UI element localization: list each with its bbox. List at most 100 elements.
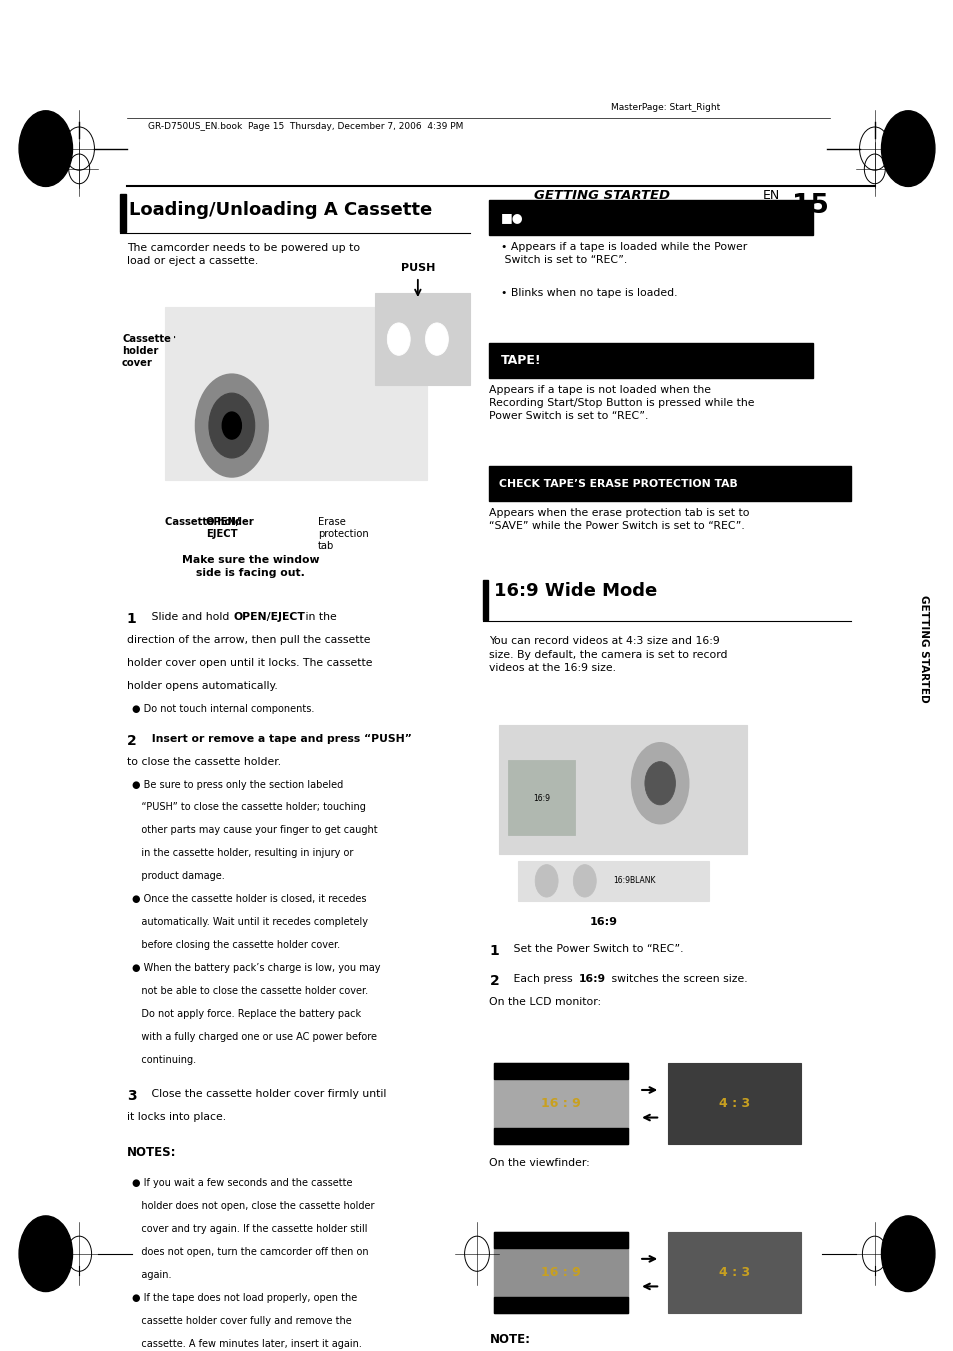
Text: in the: in the xyxy=(302,612,336,621)
Circle shape xyxy=(195,374,268,477)
Text: On the viewfinder:: On the viewfinder: xyxy=(489,1158,590,1167)
Text: Each press: Each press xyxy=(510,974,576,984)
Text: 4 : 3: 4 : 3 xyxy=(719,1097,749,1111)
Bar xyxy=(667,1232,801,1313)
Text: Cassette
holder
cover: Cassette holder cover xyxy=(122,334,171,369)
Text: in the cassette holder, resulting in injury or: in the cassette holder, resulting in inj… xyxy=(132,848,353,858)
Circle shape xyxy=(387,323,410,355)
Text: Insert or remove a tape and press “PUSH”: Insert or remove a tape and press “PUSH” xyxy=(148,734,412,743)
Text: ● If you wait a few seconds and the cassette: ● If you wait a few seconds and the cass… xyxy=(132,1178,352,1189)
Text: ● Be sure to press only the section labeled: ● Be sure to press only the section labe… xyxy=(132,780,342,789)
Text: direction of the arrow, then pull the cassette: direction of the arrow, then pull the ca… xyxy=(127,635,370,644)
Text: to close the cassette holder.: to close the cassette holder. xyxy=(127,757,281,766)
Bar xyxy=(120,195,126,232)
Text: ● Do not touch internal components.: ● Do not touch internal components. xyxy=(132,704,314,713)
Text: NOTES:: NOTES: xyxy=(127,1146,176,1159)
Text: MasterPage: Start_Right: MasterPage: Start_Right xyxy=(610,103,720,112)
Text: • Appears if a tape is loaded while the Power
 Switch is set to “REC”.: • Appears if a tape is loaded while the … xyxy=(500,242,746,265)
Text: 2: 2 xyxy=(127,734,136,747)
Text: Appears when the erase protection tab is set to
“SAVE” while the Power Switch is: Appears when the erase protection tab is… xyxy=(489,508,749,531)
Text: The camcorder needs to be powered up to
load or eject a cassette.: The camcorder needs to be powered up to … xyxy=(127,243,359,266)
Text: cover and try again. If the cassette holder still: cover and try again. If the cassette hol… xyxy=(132,1224,367,1235)
Circle shape xyxy=(881,111,934,186)
Text: other parts may cause your finger to get caught: other parts may cause your finger to get… xyxy=(132,825,376,835)
Bar xyxy=(482,580,488,620)
Bar xyxy=(913,486,940,811)
Bar xyxy=(494,1063,627,1144)
Text: • Blinks when no tape is loaded.: • Blinks when no tape is loaded. xyxy=(500,288,677,297)
Text: 2: 2 xyxy=(489,974,498,988)
Text: 16:9 Wide Mode: 16:9 Wide Mode xyxy=(494,582,657,600)
Bar xyxy=(517,861,708,901)
Text: 4 : 3: 4 : 3 xyxy=(719,1266,749,1279)
Bar xyxy=(494,1297,627,1313)
Text: NOTE:: NOTE: xyxy=(489,1333,530,1347)
Text: automatically. Wait until it recedes completely: automatically. Wait until it recedes com… xyxy=(132,917,367,927)
Bar xyxy=(494,1232,627,1313)
Text: On the LCD monitor:: On the LCD monitor: xyxy=(489,997,601,1006)
Text: Make sure the window
side is facing out.: Make sure the window side is facing out. xyxy=(182,555,319,578)
Text: Close the cassette holder cover firmly until: Close the cassette holder cover firmly u… xyxy=(148,1089,386,1098)
Bar xyxy=(498,725,746,854)
Text: does not open, turn the camcorder off then on: does not open, turn the camcorder off th… xyxy=(132,1247,368,1258)
Text: 16:9: 16:9 xyxy=(578,974,605,984)
Text: Do not apply force. Replace the battery pack: Do not apply force. Replace the battery … xyxy=(132,1009,360,1019)
Circle shape xyxy=(222,412,241,439)
Text: switches the screen size.: switches the screen size. xyxy=(607,974,746,984)
Text: Appears if a tape is not loaded when the
Recording Start/Stop Button is pressed : Appears if a tape is not loaded when the… xyxy=(489,385,754,422)
Text: GR-D750US_EN.book  Page 15  Thursday, December 7, 2006  4:39 PM: GR-D750US_EN.book Page 15 Thursday, Dece… xyxy=(148,122,463,131)
Bar xyxy=(667,1063,801,1144)
Text: 16 : 9: 16 : 9 xyxy=(540,1097,580,1111)
Text: GETTING STARTED: GETTING STARTED xyxy=(534,189,670,203)
Circle shape xyxy=(209,393,254,458)
Text: 16:9BLANK: 16:9BLANK xyxy=(613,877,656,885)
Text: 15: 15 xyxy=(791,193,828,219)
Text: Erase
protection
tab: Erase protection tab xyxy=(317,517,368,551)
Text: OPEN/
EJECT: OPEN/ EJECT xyxy=(205,517,239,539)
Text: holder opens automatically.: holder opens automatically. xyxy=(127,681,277,690)
Bar xyxy=(165,307,427,480)
Text: continuing.: continuing. xyxy=(132,1055,195,1065)
Text: OPEN/EJECT: OPEN/EJECT xyxy=(233,612,305,621)
Text: ● If the tape does not load properly, open the: ● If the tape does not load properly, op… xyxy=(132,1293,356,1304)
Text: it locks into place.: it locks into place. xyxy=(127,1112,226,1121)
Circle shape xyxy=(19,1216,72,1292)
Bar xyxy=(494,1063,627,1079)
Text: GETTING STARTED: GETTING STARTED xyxy=(919,594,928,703)
Circle shape xyxy=(535,865,558,897)
Text: CHECK TAPE’S ERASE PROTECTION TAB: CHECK TAPE’S ERASE PROTECTION TAB xyxy=(498,478,737,489)
Bar xyxy=(494,1128,627,1144)
Circle shape xyxy=(573,865,596,897)
Circle shape xyxy=(644,762,675,805)
Text: Loading/Unloading A Cassette: Loading/Unloading A Cassette xyxy=(129,201,432,219)
Text: cassette. A few minutes later, insert it again.: cassette. A few minutes later, insert it… xyxy=(132,1339,361,1350)
Bar xyxy=(375,293,470,385)
Bar xyxy=(489,343,812,378)
Text: ● Once the cassette holder is closed, it recedes: ● Once the cassette holder is closed, it… xyxy=(132,894,366,904)
Text: 1: 1 xyxy=(127,612,136,626)
Bar xyxy=(508,761,575,835)
Text: not be able to close the cassette holder cover.: not be able to close the cassette holder… xyxy=(132,986,368,996)
Text: ■●: ■● xyxy=(500,211,523,224)
Text: 16 : 9: 16 : 9 xyxy=(540,1266,580,1279)
Text: EN: EN xyxy=(762,189,780,203)
Text: 3: 3 xyxy=(127,1089,136,1102)
Text: 16:9: 16:9 xyxy=(589,917,618,927)
Text: TAPE!: TAPE! xyxy=(500,354,541,367)
Text: Cassette holder: Cassette holder xyxy=(165,517,253,527)
Text: cassette holder cover fully and remove the: cassette holder cover fully and remove t… xyxy=(132,1316,351,1327)
Text: holder does not open, close the cassette holder: holder does not open, close the cassette… xyxy=(132,1201,374,1212)
Bar xyxy=(489,466,850,501)
Bar xyxy=(489,200,812,235)
Text: “PUSH” to close the cassette holder; touching: “PUSH” to close the cassette holder; tou… xyxy=(132,802,365,812)
Text: 1: 1 xyxy=(489,944,498,958)
Circle shape xyxy=(631,743,688,824)
Text: ● When the battery pack’s charge is low, you may: ● When the battery pack’s charge is low,… xyxy=(132,963,379,973)
Text: before closing the cassette holder cover.: before closing the cassette holder cover… xyxy=(132,940,339,950)
Text: You can record videos at 4:3 size and 16:9
size. By default, the camera is set t: You can record videos at 4:3 size and 16… xyxy=(489,636,727,673)
Circle shape xyxy=(19,111,72,186)
Text: Slide and hold: Slide and hold xyxy=(148,612,233,621)
Text: again.: again. xyxy=(132,1270,171,1281)
Text: PUSH: PUSH xyxy=(400,263,435,273)
Circle shape xyxy=(425,323,448,355)
